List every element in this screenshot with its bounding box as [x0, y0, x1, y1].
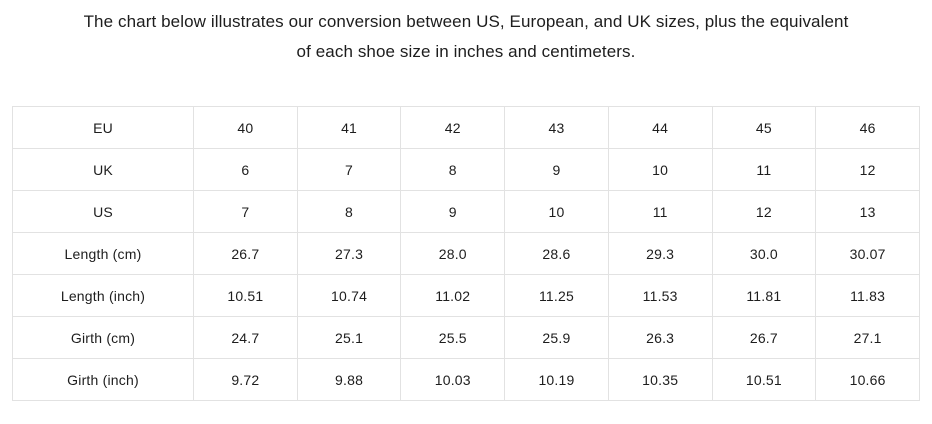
- cell-us-4: 11: [607, 190, 713, 233]
- cell-us-2: 9: [400, 190, 506, 233]
- cell-eu-5: 45: [711, 106, 817, 149]
- size-guide-page: The chart below illustrates our conversi…: [0, 0, 932, 401]
- cell-us-3: 10: [504, 190, 609, 233]
- table-row-girth-inch: Girth (inch) 9.72 9.88 10.03 10.19 10.35…: [12, 358, 920, 401]
- row-label-girth-inch: Girth (inch): [12, 358, 194, 401]
- table-row-uk: UK 6 7 8 9 10 11 12: [12, 148, 920, 191]
- intro-line-1: The chart below illustrates our conversi…: [83, 12, 849, 31]
- row-label-us: US: [12, 190, 194, 233]
- cell-length-inch-6: 11.83: [815, 274, 920, 317]
- size-conversion-table-body: EU 40 41 42 43 44 45 46 UK 6 7 8 9 10 11…: [12, 106, 920, 401]
- cell-girth-cm-2: 25.5: [400, 316, 506, 359]
- cell-girth-cm-5: 26.7: [711, 316, 817, 359]
- table-row-eu: EU 40 41 42 43 44 45 46: [12, 106, 920, 149]
- intro-text: The chart below illustrates our conversi…: [0, 0, 932, 67]
- size-conversion-table: EU 40 41 42 43 44 45 46 UK 6 7 8 9 10 11…: [12, 106, 920, 401]
- cell-length-cm-5: 30.0: [711, 232, 817, 275]
- row-label-uk: UK: [12, 148, 194, 191]
- cell-uk-6: 12: [815, 148, 920, 191]
- cell-length-inch-3: 11.25: [504, 274, 609, 317]
- cell-girth-inch-0: 9.72: [193, 358, 298, 401]
- cell-us-1: 8: [296, 190, 402, 233]
- cell-girth-inch-3: 10.19: [504, 358, 609, 401]
- row-label-eu: EU: [12, 106, 194, 149]
- cell-length-cm-1: 27.3: [296, 232, 402, 275]
- cell-length-cm-6: 30.07: [815, 232, 920, 275]
- cell-length-inch-5: 11.81: [711, 274, 817, 317]
- cell-uk-1: 7: [296, 148, 402, 191]
- cell-us-6: 13: [815, 190, 920, 233]
- cell-uk-0: 6: [193, 148, 298, 191]
- table-row-length-cm: Length (cm) 26.7 27.3 28.0 28.6 29.3 30.…: [12, 232, 920, 275]
- cell-girth-inch-4: 10.35: [607, 358, 713, 401]
- cell-length-cm-4: 29.3: [607, 232, 713, 275]
- cell-eu-0: 40: [193, 106, 298, 149]
- row-label-length-inch: Length (inch): [12, 274, 194, 317]
- cell-length-cm-3: 28.6: [504, 232, 609, 275]
- cell-girth-inch-2: 10.03: [400, 358, 506, 401]
- cell-girth-cm-0: 24.7: [193, 316, 298, 359]
- cell-girth-inch-5: 10.51: [711, 358, 817, 401]
- cell-uk-3: 9: [504, 148, 609, 191]
- cell-uk-2: 8: [400, 148, 506, 191]
- cell-girth-cm-6: 27.1: [815, 316, 920, 359]
- row-label-length-cm: Length (cm): [12, 232, 194, 275]
- cell-uk-5: 11: [711, 148, 817, 191]
- intro-line-2: of each shoe size in inches and centimet…: [296, 42, 636, 61]
- table-row-length-inch: Length (inch) 10.51 10.74 11.02 11.25 11…: [12, 274, 920, 317]
- cell-length-cm-2: 28.0: [400, 232, 506, 275]
- cell-us-5: 12: [711, 190, 817, 233]
- cell-uk-4: 10: [607, 148, 713, 191]
- cell-girth-cm-4: 26.3: [607, 316, 713, 359]
- cell-length-inch-1: 10.74: [296, 274, 402, 317]
- cell-eu-6: 46: [815, 106, 920, 149]
- cell-us-0: 7: [193, 190, 298, 233]
- cell-girth-cm-1: 25.1: [296, 316, 402, 359]
- cell-eu-4: 44: [607, 106, 713, 149]
- table-row-girth-cm: Girth (cm) 24.7 25.1 25.5 25.9 26.3 26.7…: [12, 316, 920, 359]
- cell-length-inch-2: 11.02: [400, 274, 506, 317]
- cell-eu-1: 41: [296, 106, 402, 149]
- row-label-girth-cm: Girth (cm): [12, 316, 194, 359]
- cell-girth-inch-6: 10.66: [815, 358, 920, 401]
- cell-length-inch-0: 10.51: [193, 274, 298, 317]
- cell-girth-inch-1: 9.88: [296, 358, 402, 401]
- cell-girth-cm-3: 25.9: [504, 316, 609, 359]
- cell-length-cm-0: 26.7: [193, 232, 298, 275]
- cell-eu-2: 42: [400, 106, 506, 149]
- cell-length-inch-4: 11.53: [607, 274, 713, 317]
- cell-eu-3: 43: [504, 106, 609, 149]
- table-row-us: US 7 8 9 10 11 12 13: [12, 190, 920, 233]
